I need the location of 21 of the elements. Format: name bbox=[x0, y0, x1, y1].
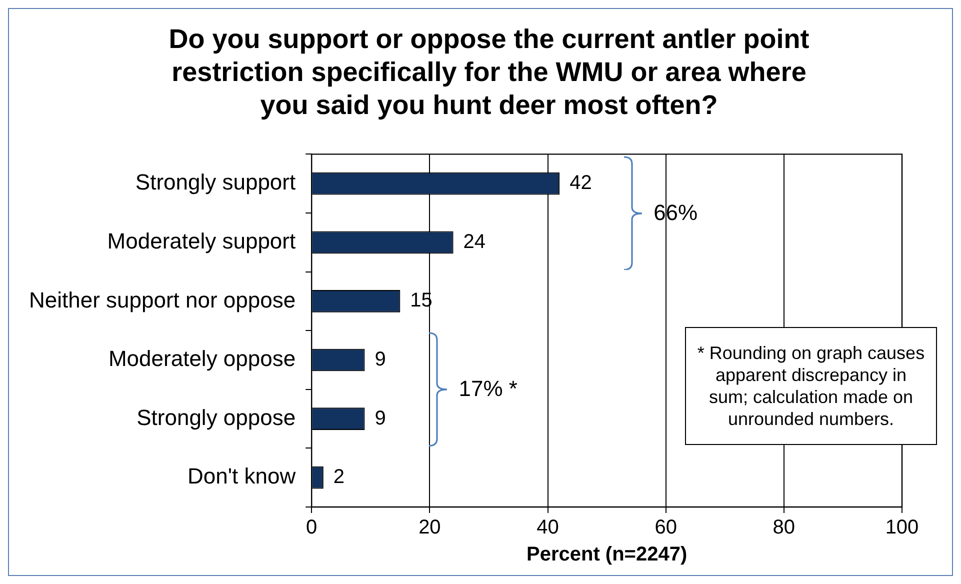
data-label: 9 bbox=[374, 407, 386, 430]
x-tick-label: 80 bbox=[772, 516, 796, 539]
y-tick-label: Neither support nor oppose bbox=[28, 287, 296, 312]
x-tick-label: 100 bbox=[885, 516, 919, 539]
y-tick-label: Moderately support bbox=[107, 228, 296, 254]
y-tick-label: Moderately oppose bbox=[108, 346, 296, 372]
y-tick-label: Strongly support bbox=[135, 170, 296, 195]
data-label: 2 bbox=[333, 466, 345, 488]
y-tick-label: Strongly oppose bbox=[136, 404, 296, 430]
y-tick-label: Don't know bbox=[187, 464, 296, 489]
x-tick-label: 40 bbox=[536, 516, 559, 539]
annotation: 17% * bbox=[458, 376, 518, 402]
annotation: * Rounding on graph causes apparent discrepancy in sum; calculation made on unrounded numbers. bbox=[685, 327, 937, 445]
data-label: 9 bbox=[374, 348, 386, 371]
data-label: 24 bbox=[463, 230, 486, 253]
x-tick-label: 0 bbox=[306, 516, 318, 539]
x-axis-title: Percent (n=2247) bbox=[526, 544, 688, 566]
data-label: 42 bbox=[570, 172, 592, 194]
x-tick-label: 20 bbox=[418, 516, 441, 539]
chart-title: Do you support or oppose the current antler point restriction specifically for the WMU or area where you said you hunt deer most often? bbox=[168, 23, 810, 122]
x-tick-label: 60 bbox=[654, 516, 677, 539]
